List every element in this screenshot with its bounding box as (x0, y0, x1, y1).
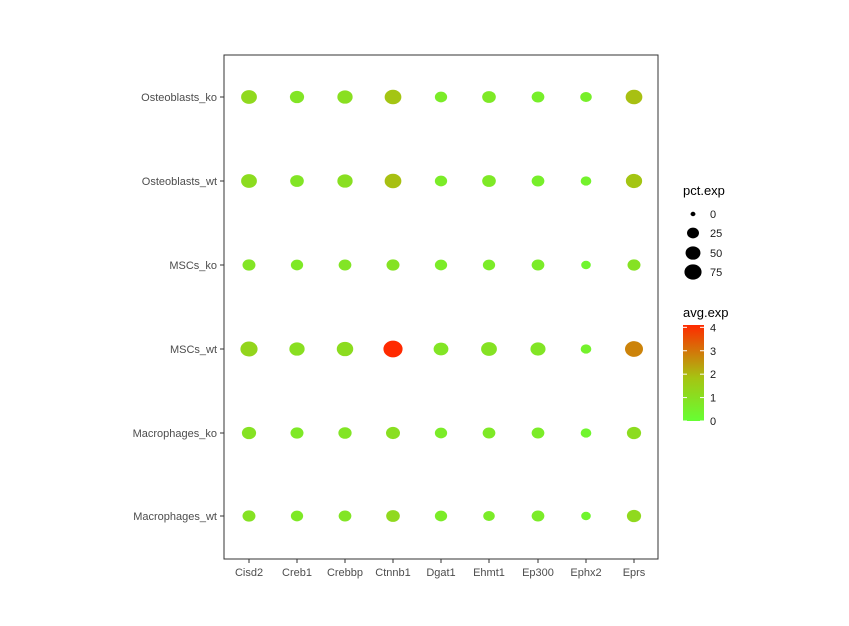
y-tick-label: Osteoblasts_ko (141, 92, 217, 104)
data-point (627, 259, 641, 271)
data-point (482, 427, 496, 439)
size-legend-key (687, 227, 699, 239)
data-point (289, 90, 305, 104)
data-point (580, 344, 592, 354)
data-point (338, 510, 352, 522)
data-point (531, 91, 545, 103)
data-point (482, 259, 496, 271)
data-point (482, 175, 496, 187)
x-tick-label: Creb1 (282, 567, 312, 579)
data-point (624, 341, 644, 357)
data-point (242, 259, 256, 271)
data-point (531, 427, 545, 439)
data-point (530, 342, 546, 356)
size-legend-label: 0 (710, 209, 716, 221)
data-point (290, 510, 304, 522)
data-point (289, 342, 305, 356)
data-point (626, 426, 642, 440)
data-point (434, 175, 448, 187)
x-tick-label: Ehmt1 (473, 567, 505, 579)
data-point (531, 259, 545, 271)
data-point (241, 174, 257, 188)
data-point (580, 428, 592, 438)
color-legend-label: 4 (710, 322, 716, 334)
data-point (434, 91, 448, 103)
data-point (481, 342, 497, 356)
data-point (531, 175, 545, 187)
color-legend-label: 2 (710, 369, 716, 381)
data-point (433, 342, 449, 356)
data-point (434, 510, 448, 522)
y-tick-label: Macrophages_wt (133, 511, 217, 523)
y-tick-label: Osteoblasts_wt (142, 176, 217, 188)
color-legend-bar (683, 325, 704, 421)
data-point (625, 89, 643, 105)
plot-panel (223, 54, 659, 560)
data-point (384, 173, 402, 189)
data-point (482, 91, 496, 103)
y-axis: Osteoblasts_ko Osteoblasts_wt MSCs_ko MSCs_… (133, 92, 224, 523)
data-points (240, 89, 644, 523)
data-point (290, 175, 304, 187)
size-legend-key (684, 264, 702, 280)
data-point (626, 509, 642, 523)
size-legend-title: pct.exp (683, 183, 725, 198)
y-tick-label: MSCs_ko (169, 260, 217, 272)
data-point (386, 510, 400, 522)
color-legend-label: 1 (710, 393, 716, 405)
data-point (580, 91, 592, 103)
data-point (290, 427, 304, 439)
data-point (625, 173, 643, 189)
size-legend-label: 25 (710, 228, 722, 240)
size-legend-key (685, 246, 701, 260)
y-tick-label: Macrophages_ko (133, 428, 217, 440)
data-point (386, 259, 400, 271)
data-point (581, 260, 591, 270)
size-legend: pct.exp 0 25 50 75 (683, 183, 725, 280)
size-legend-key (690, 211, 696, 217)
x-tick-label: Ephx2 (570, 567, 601, 579)
y-tick-label: MSCs_wt (170, 344, 217, 356)
x-tick-label: Ctnnb1 (375, 567, 410, 579)
data-point (383, 340, 403, 358)
data-point (241, 426, 257, 440)
data-point (337, 174, 353, 188)
data-point (531, 510, 545, 522)
x-axis: Cisd2 Creb1 Crebbp Ctnnb1 Dgat1 Ehmt1 Ep300 Eph… (235, 559, 646, 579)
data-point (336, 341, 354, 357)
data-point (581, 511, 591, 521)
data-point (242, 510, 256, 522)
x-tick-label: Cisd2 (235, 567, 263, 579)
color-legend: avg.exp 0 1 2 3 4 (683, 305, 729, 428)
data-point (434, 259, 448, 271)
size-legend-label: 75 (710, 267, 722, 279)
data-point (384, 89, 402, 105)
size-legend-label: 50 (710, 248, 722, 260)
x-tick-label: Ep300 (522, 567, 554, 579)
data-point (386, 426, 400, 440)
data-point (338, 259, 352, 271)
data-point (338, 427, 352, 439)
data-point (290, 259, 304, 271)
color-legend-label: 0 (710, 416, 716, 428)
data-point (241, 90, 257, 104)
data-point (434, 427, 448, 439)
data-point (337, 90, 353, 104)
x-tick-label: Eprs (623, 567, 646, 579)
data-point (483, 510, 495, 522)
color-legend-title: avg.exp (683, 305, 729, 320)
x-tick-label: Crebbp (327, 567, 363, 579)
x-tick-label: Dgat1 (426, 567, 455, 579)
data-point (580, 176, 592, 186)
color-legend-label: 3 (710, 346, 716, 358)
data-point (240, 341, 258, 357)
